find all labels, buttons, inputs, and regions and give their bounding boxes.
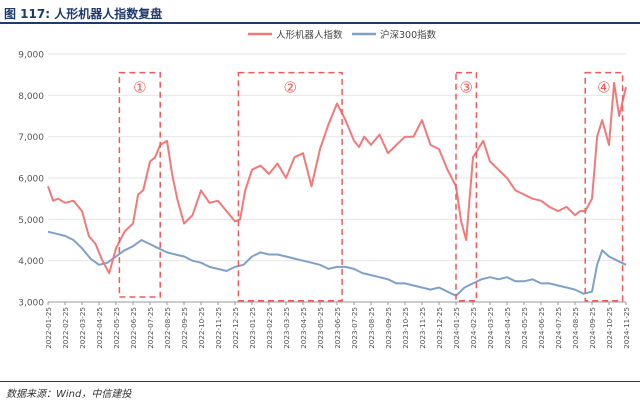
x-tick-label: 2022-04-25 xyxy=(95,307,104,349)
source-note: 数据来源：Wind，中信建投 xyxy=(6,389,132,400)
annotation-box-1 xyxy=(118,71,161,298)
x-tick-label: 2022-08-25 xyxy=(163,307,172,349)
series-line-robot-index xyxy=(47,81,627,275)
x-tick-label: 2022-12-25 xyxy=(231,307,240,349)
x-tick-label: 2024-01-25 xyxy=(452,307,461,349)
x-tick-label: 2023-11-25 xyxy=(418,307,427,349)
y-tick-label: 6,000 xyxy=(18,175,44,185)
legend-label-1: 人形机器人指数 xyxy=(276,29,343,41)
annotation-label-4: ④ xyxy=(597,79,610,97)
x-tick-label: 2022-09-25 xyxy=(180,307,189,349)
x-tick-label: 2023-01-25 xyxy=(248,307,257,349)
y-tick-label: 4,000 xyxy=(18,257,44,267)
x-tick-label: 2022-07-25 xyxy=(146,307,155,349)
x-tick-label: 2024-04-25 xyxy=(503,307,512,349)
x-tick-label: 2024-03-25 xyxy=(486,307,495,349)
x-tick-label: 2024-08-25 xyxy=(571,307,580,349)
x-tick-label: 2023-03-25 xyxy=(282,307,291,349)
annotation-box-2 xyxy=(237,71,343,302)
annotation-box-3 xyxy=(455,71,478,302)
x-tick-label: 2023-08-25 xyxy=(367,307,376,349)
annotation-label-3: ③ xyxy=(459,79,472,97)
title-rule xyxy=(0,22,640,24)
x-tick-label: 2022-06-25 xyxy=(129,307,138,349)
y-tick-label: 3,000 xyxy=(18,299,44,309)
x-tick-label: 2023-04-25 xyxy=(299,307,308,349)
footer-rule xyxy=(0,381,640,382)
figure-title: 图 117: 人形机器人指数复盘 xyxy=(4,7,163,21)
x-tick-label: 2023-06-25 xyxy=(333,307,342,349)
x-tick-label: 2022-05-25 xyxy=(112,307,121,349)
x-tick-label: 2024-07-25 xyxy=(554,307,563,349)
x-tick-label: 2024-06-25 xyxy=(537,307,546,349)
x-tick-label: 2024-02-25 xyxy=(469,307,478,349)
x-tick-label: 2022-11-25 xyxy=(214,307,223,349)
x-tick-label: 2023-09-25 xyxy=(384,307,393,349)
x-tick-label: 2022-10-25 xyxy=(197,307,206,349)
chart: 人形机器人指数 沪深300指数 3,000 4,000 5,000 6,000 7,000 8… xyxy=(18,29,631,349)
x-tick-label: 2023-07-25 xyxy=(350,307,359,349)
annotation-label-1: ① xyxy=(133,79,146,97)
x-tick-label: 2023-10-25 xyxy=(401,307,410,349)
x-tick-label: 2023-12-25 xyxy=(435,307,444,349)
annotation-label-2: ② xyxy=(284,79,297,97)
y-tick-label: 7,000 xyxy=(18,133,44,143)
x-tick-label: 2023-05-25 xyxy=(316,307,325,349)
legend-label-2: 沪深300指数 xyxy=(380,29,437,41)
x-tick-label: 2023-02-25 xyxy=(265,307,274,349)
annotation-box-4 xyxy=(584,71,624,302)
x-tick-label: 2024-10-25 xyxy=(605,307,614,349)
y-tick-label: 9,000 xyxy=(18,51,44,61)
x-tick-label: 2022-03-25 xyxy=(78,307,87,349)
series-line-csi300 xyxy=(47,230,627,297)
x-tick-label: 2022-01-25 xyxy=(44,307,53,349)
figure-header: 图 117: 人形机器人指数复盘 xyxy=(0,0,640,24)
x-tick-label: 2024-05-25 xyxy=(520,307,529,349)
y-tick-label: 5,000 xyxy=(18,216,44,226)
y-tick-label: 8,000 xyxy=(18,92,44,102)
x-tick-label: 2024-09-25 xyxy=(588,307,597,349)
x-tick-label: 2022-02-25 xyxy=(61,307,70,349)
x-tick-label: 2024-11-25 xyxy=(622,307,631,349)
